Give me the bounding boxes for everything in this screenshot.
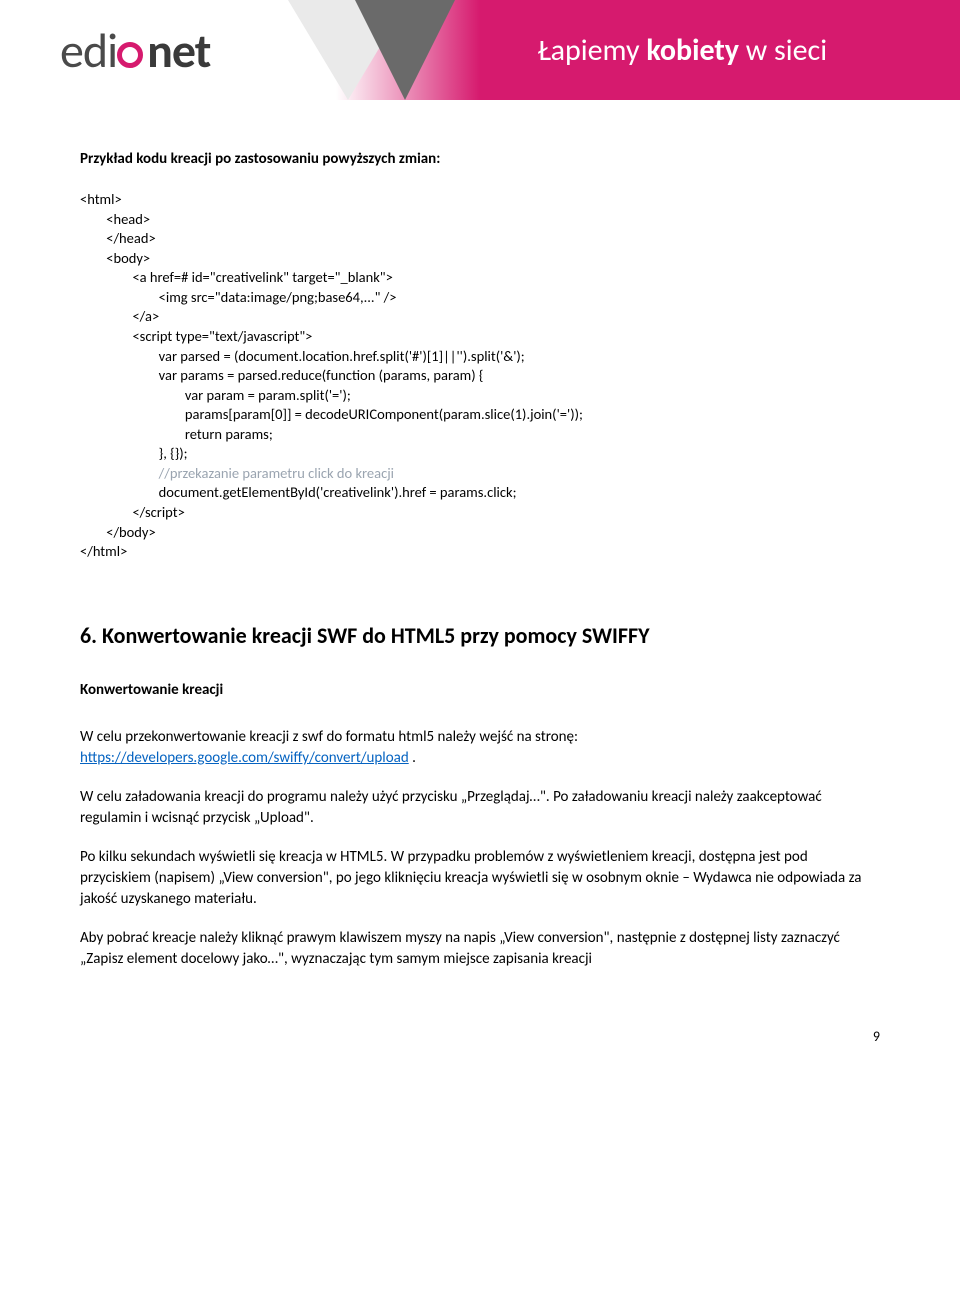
paragraph: W celu załadowania kreacji do programu n… <box>80 787 880 829</box>
document-body: Przykład kodu kreacji po zastosowaniu po… <box>0 100 960 1018</box>
swiffy-link[interactable]: https://developers.google.com/swiffy/con… <box>80 749 409 767</box>
code-line: <img src="data:image/png;base64,..." /> <box>80 288 397 306</box>
code-line: var params = parsed.reduce(function (par… <box>80 366 484 384</box>
code-line: document.getElementById('creativelink').… <box>80 483 516 501</box>
code-line: </body> <box>80 523 156 541</box>
code-line: params[param[0]] = decodeURIComponent(pa… <box>80 405 583 423</box>
p1-text: W celu przekonwertowanie kreacji z swf d… <box>80 728 578 746</box>
code-line: var param = param.split('='); <box>80 386 351 404</box>
code-line: return params; <box>80 425 273 443</box>
logo-dot-icon <box>117 42 143 68</box>
subsection-heading: Konwertowanie kreacji <box>80 681 880 699</box>
paragraph: W celu przekonwertowanie kreacji z swf d… <box>80 727 880 769</box>
header-banner: edinet Łapiemy kobiety w sieci <box>0 0 960 100</box>
code-intro: Przykład kodu kreacji po zastosowaniu po… <box>80 150 880 168</box>
code-line: var parsed = (document.location.href.spl… <box>80 347 525 365</box>
code-line: <a href=# id="creativelink" target="_bla… <box>80 268 393 286</box>
page-number: 9 <box>0 1018 960 1065</box>
logo: edinet <box>0 21 365 80</box>
code-comment: //przekazanie parametru click do kreacji <box>80 464 394 482</box>
code-line: <script type="text/javascript"> <box>80 327 312 345</box>
code-line: </a> <box>80 307 159 325</box>
tagline-part2: w sieci <box>739 32 827 69</box>
tagline-bold: kobiety <box>646 32 739 69</box>
code-line: </script> <box>80 503 185 521</box>
tagline-part1: Łapiemy <box>538 32 647 69</box>
code-line: <body> <box>80 249 150 267</box>
logo-prefix: edi <box>60 21 117 80</box>
banner-tagline: Łapiemy kobiety w sieci <box>365 32 960 69</box>
logo-suffix: net <box>147 21 210 80</box>
code-line: </head> <box>80 229 156 247</box>
code-line: }, {}); <box>80 444 188 462</box>
code-line: <head> <box>80 210 150 228</box>
paragraph: Po kilku sekundach wyświetli się kreacja… <box>80 847 880 910</box>
p1-tail: . <box>409 749 416 767</box>
code-example: <html> <head> </head> <body> <a href=# i… <box>80 190 880 562</box>
code-line: <html> <box>80 190 122 208</box>
section-heading: 6. Konwertowanie kreacji SWF do HTML5 pr… <box>80 622 880 649</box>
paragraph: Aby pobrać kreacje należy kliknąć prawym… <box>80 928 880 970</box>
code-line: </html> <box>80 542 127 560</box>
